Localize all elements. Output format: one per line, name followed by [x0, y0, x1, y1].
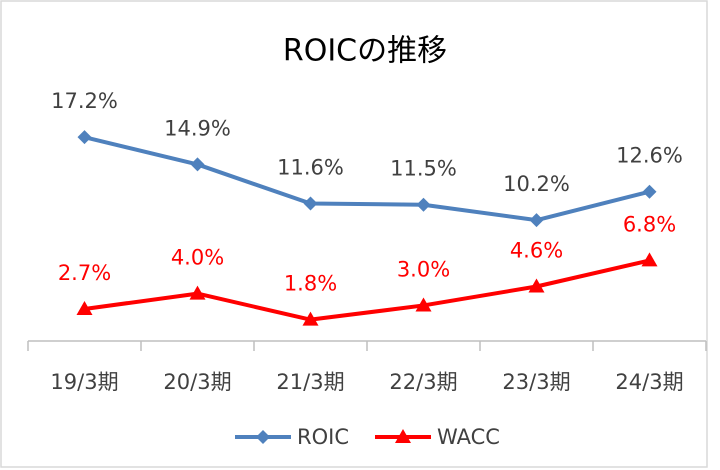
series-line: [84, 135, 650, 223]
x-tick-label: 19/3期: [50, 370, 118, 394]
data-point: [76, 301, 93, 316]
data-point: [189, 285, 206, 300]
legend-label: WACC: [437, 425, 500, 449]
data-label: 6.8%: [623, 212, 676, 236]
x-tick-label: 22/3期: [389, 370, 457, 394]
data-label: 2.7%: [58, 261, 111, 285]
chart-title: ROICの推移: [283, 34, 447, 69]
chart-frame: [0, 0, 708, 468]
data-label: 12.6%: [616, 144, 683, 168]
data-label: 17.2%: [51, 89, 118, 113]
data-point: [529, 213, 544, 228]
data-point: [415, 297, 432, 312]
data-label: 11.5%: [390, 157, 457, 181]
x-tick-label: 20/3期: [163, 370, 231, 394]
data-point: [77, 130, 92, 145]
data-point: [190, 157, 205, 172]
x-tick-label: 24/3期: [615, 370, 683, 394]
data-label: 4.0%: [171, 246, 224, 270]
data-label: 14.9%: [164, 116, 231, 140]
legend-marker: [395, 429, 411, 443]
data-label: 10.2%: [503, 172, 570, 196]
legend-label: ROIC: [297, 425, 349, 449]
series-line: [84, 258, 650, 322]
data-label: 4.6%: [510, 238, 563, 262]
data-point: [302, 311, 319, 326]
x-tick-label: 21/3期: [276, 370, 344, 394]
data-point: [641, 252, 658, 267]
data-label: 3.0%: [397, 257, 450, 281]
data-point: [642, 184, 657, 199]
legend-marker: [256, 430, 270, 444]
data-point: [303, 196, 318, 211]
data-label: 1.8%: [284, 272, 337, 296]
data-point: [528, 278, 545, 293]
data-point: [416, 197, 431, 212]
data-label: 11.6%: [277, 156, 344, 180]
x-tick-label: 23/3期: [502, 370, 570, 394]
